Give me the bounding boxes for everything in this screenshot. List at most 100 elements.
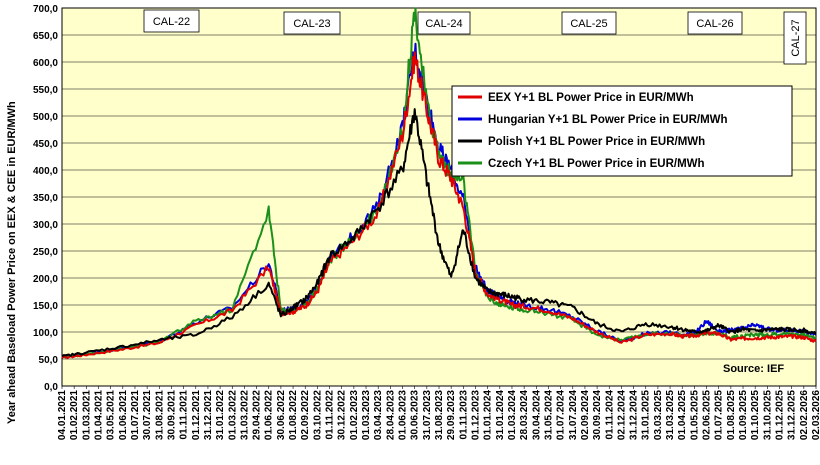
x-tick-label: 30.09.2024 xyxy=(592,390,603,440)
x-tick-label: 31.10.2025 xyxy=(762,390,773,440)
x-tick-label: 02.09.2024 xyxy=(580,390,591,440)
y-tick-label: 600,0 xyxy=(33,58,58,69)
x-tick-label: 30.12.2022 xyxy=(337,390,348,440)
x-tick-label: 01.04.2025 xyxy=(677,390,688,440)
legend-entry: EEX Y+1 BL Power Price in EUR/MWh xyxy=(488,92,694,104)
x-tick-label: 01.12.2023 xyxy=(470,390,481,440)
x-tick-label: 01.02.2021 xyxy=(69,390,80,440)
y-tick-label: 500,0 xyxy=(33,112,58,123)
x-tick-label: 01.06.2023 xyxy=(398,390,409,440)
x-tick-label: 01.04.2021 xyxy=(93,390,104,440)
x-tick-label: 30.06.2022 xyxy=(276,390,287,440)
x-tick-label: 31.12.2024 xyxy=(629,390,640,440)
y-tick-label: 550,0 xyxy=(33,85,58,96)
y-tick-label: 250,0 xyxy=(33,247,58,258)
x-tick-label: 01.08.2022 xyxy=(288,390,299,440)
x-tick-label: 02.09.2022 xyxy=(300,390,311,440)
calendar-label: CAL-26 xyxy=(696,18,733,30)
calendar-label-box xyxy=(143,9,200,33)
x-tick-label: 02.06.2025 xyxy=(702,390,713,440)
x-tick-label: 01.03.2021 xyxy=(81,390,92,440)
x-tick-label: 01.11.2022 xyxy=(325,390,336,440)
y-tick-label: 0,0 xyxy=(44,382,58,393)
legend-entry: Czech Y+1 BL Power Price in EUR/MWh xyxy=(488,158,705,170)
x-tick-label: 01.03.2024 xyxy=(507,390,518,440)
x-tick-label: 30.09.2021 xyxy=(166,390,177,440)
gridlines xyxy=(62,34,816,360)
x-tick-label: 02.02.2026 xyxy=(799,390,810,440)
x-tick-label: 01.10.2025 xyxy=(750,390,761,440)
y-tick-label: 650,0 xyxy=(33,31,58,42)
x-tick-label: 01.12.2021 xyxy=(191,390,202,440)
y-tick-label: 450,0 xyxy=(33,139,58,150)
y-axis-ticks: 0,0 50,0 100,0 150,0 200,0 250,0 300,0 350,0 400… xyxy=(33,4,58,393)
x-tick-label: 31.12.2025 xyxy=(787,390,798,440)
x-tick-label: 02.12.2024 xyxy=(616,390,627,440)
y-tick-label: 300,0 xyxy=(33,220,58,231)
calendar-label: CAL-23 xyxy=(293,18,330,30)
x-tick-label: 31.07.2024 xyxy=(568,390,579,440)
calendar-labels: CAL-22 CAL-23 CAL-24 CAL-25 CAL-26 CAL-27 xyxy=(143,9,807,65)
x-tick-label: 31.12.2021 xyxy=(203,390,214,440)
y-tick-label: 350,0 xyxy=(33,193,58,204)
calendar-label: CAL-24 xyxy=(425,18,462,30)
x-tick-label: 01.12.2025 xyxy=(775,390,786,440)
x-tick-label: 31.08.2021 xyxy=(154,390,165,440)
series-line-2 xyxy=(61,108,817,358)
x-tick-label: 01.11.2024 xyxy=(604,390,615,440)
x-tick-label: 30.04.2024 xyxy=(531,390,542,440)
x-tick-label: 01.07.2025 xyxy=(714,390,725,440)
x-tick-label: 01.01.2024 xyxy=(483,390,494,440)
calendar-label-box xyxy=(417,11,471,35)
calendar-label: CAL-25 xyxy=(570,18,607,30)
x-tick-label: 01.06.2022 xyxy=(264,390,275,440)
x-tick-label: 31.05.2024 xyxy=(543,390,554,440)
y-tick-label: 700,0 xyxy=(33,4,58,15)
x-tick-label: 01.02.2023 xyxy=(349,390,360,440)
legend: EEX Y+1 BL Power Price in EUR/MWh Hungari… xyxy=(451,85,793,177)
series-lines xyxy=(61,7,817,360)
x-tick-label: 31.01.2025 xyxy=(641,390,652,440)
x-tick-label: 31.07.2023 xyxy=(422,390,433,440)
legend-items: EEX Y+1 BL Power Price in EUR/MWh Hungari… xyxy=(458,92,728,170)
y-tick-label: 400,0 xyxy=(33,166,58,177)
calendar-label-box xyxy=(783,11,807,65)
x-tick-label: 31.03.2022 xyxy=(239,390,250,440)
x-tick-label: 01.08.2025 xyxy=(726,390,737,440)
x-tick-label: 01.06.2021 xyxy=(118,390,129,440)
x-tick-label: 28.03.2024 xyxy=(519,390,530,440)
x-tick-label: 02.03.2026 xyxy=(811,390,820,440)
x-tick-label: 01.07.2021 xyxy=(130,390,141,440)
x-tick-label: 30.06.2023 xyxy=(410,390,421,440)
x-tick-label: 03.05.2021 xyxy=(106,390,117,440)
x-tick-label: 31.01.2024 xyxy=(495,390,506,440)
x-tick-label: 01.11.2023 xyxy=(458,390,469,440)
calendar-label: CAL-27 xyxy=(790,19,802,56)
calendar-label: CAL-22 xyxy=(153,16,190,28)
legend-entry: Polish Y+1 BL Power Price in EUR/MWh xyxy=(488,136,705,148)
x-tick-label: 31.01.2022 xyxy=(215,390,226,440)
x-tick-label: 01.03.2023 xyxy=(361,390,372,440)
x-tick-label: 31.08.2023 xyxy=(434,390,445,440)
x-tick-label: 28.04.2023 xyxy=(385,390,396,440)
y-axis-label: Year ahead Baseload Power Price on EEX &… xyxy=(6,101,18,424)
x-tick-label: 01.07.2024 xyxy=(556,390,567,440)
legend-entry: Hungarian Y+1 BL Power Price in EUR/MWh xyxy=(488,114,728,126)
x-tick-label: 01.05.2025 xyxy=(689,390,700,440)
x-tick-label: 30.07.2021 xyxy=(142,390,153,440)
x-tick-label: 04.01.2021 xyxy=(57,390,68,440)
x-tick-label: 01.03.2022 xyxy=(227,390,238,440)
y-tick-label: 100,0 xyxy=(33,328,58,339)
x-tick-label: 03.04.2023 xyxy=(373,390,384,440)
y-tick-label: 200,0 xyxy=(33,274,58,285)
calendar-label-box xyxy=(561,11,617,35)
x-tick-label: 01.11.2021 xyxy=(179,390,190,440)
x-axis-ticks: 04.01.2021 01.02.2021 01.03.2021 01.04.2021… xyxy=(57,386,820,440)
x-tick-label: 03.10.2022 xyxy=(312,390,323,440)
calendar-label-box xyxy=(283,11,341,35)
calendar-label-box xyxy=(687,11,743,35)
legend-box xyxy=(451,85,793,177)
x-tick-label: 29.04.2022 xyxy=(252,390,263,440)
